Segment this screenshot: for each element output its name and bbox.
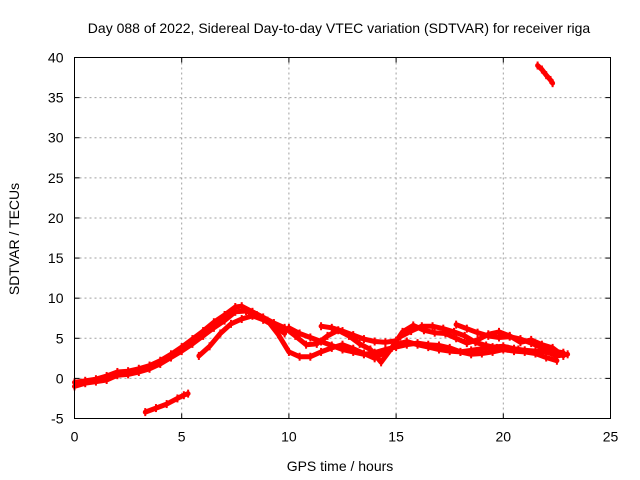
data-layer <box>72 61 571 417</box>
series-track-6 <box>397 323 521 352</box>
x-tick-label: 10 <box>281 429 297 445</box>
x-axis-label: GPS time / hours <box>287 458 394 474</box>
y-tick-label: 25 <box>48 170 64 186</box>
plot-frame <box>74 57 611 419</box>
x-tick-label: 25 <box>603 429 619 445</box>
y-axis: -5 0 5 10 15 20 25 30 35 40 <box>48 50 611 427</box>
x-tick-label: 0 <box>71 429 79 445</box>
y-tick-label: 0 <box>56 370 64 386</box>
y-tick-label: -5 <box>51 411 64 427</box>
y-tick-label: 40 <box>48 50 64 66</box>
y-tick-label: 15 <box>48 250 64 266</box>
y-tick-label: 10 <box>48 290 64 306</box>
y-tick-label: 35 <box>48 90 64 106</box>
y-tick-label: 5 <box>56 330 64 346</box>
chart-title: Day 088 of 2022, Sidereal Day-to-day VTE… <box>88 20 591 36</box>
x-tick-label: 20 <box>496 429 512 445</box>
y-tick-label: 20 <box>48 210 64 226</box>
series-track-5 <box>318 323 399 345</box>
x-tick-label: 15 <box>388 429 404 445</box>
y-tick-label: 30 <box>48 130 64 146</box>
x-tick-label: 5 <box>178 429 186 445</box>
x-axis: 0 5 10 15 20 25 <box>71 57 619 445</box>
y-axis-label: SDTVAR / TECUs <box>6 183 22 295</box>
